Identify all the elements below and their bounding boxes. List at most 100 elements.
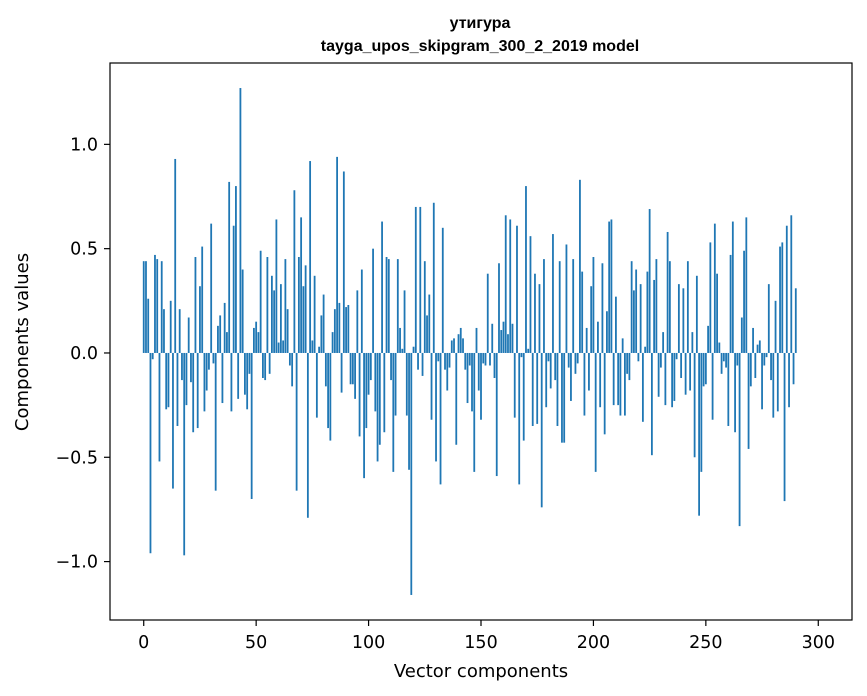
bar-261 xyxy=(729,254,732,353)
bar-180 xyxy=(547,352,550,362)
bar-103 xyxy=(374,352,377,412)
bar-131 xyxy=(437,352,440,362)
bar-201 xyxy=(594,352,597,472)
bar-255 xyxy=(716,273,718,353)
bar-68 xyxy=(295,352,298,491)
bar-218 xyxy=(633,290,635,353)
bar-198 xyxy=(588,352,590,391)
bar-41 xyxy=(235,186,237,353)
bar-273 xyxy=(756,344,759,353)
bar-234 xyxy=(668,261,671,353)
bar-269 xyxy=(747,352,750,449)
bar-98 xyxy=(363,352,365,479)
bar-114 xyxy=(399,327,401,353)
bar-43 xyxy=(239,88,242,353)
bar-249 xyxy=(702,352,705,387)
bar-268 xyxy=(745,217,748,353)
bar-9 xyxy=(163,309,165,353)
bar-165 xyxy=(513,352,516,418)
bar-182 xyxy=(552,234,554,353)
bar-252 xyxy=(709,242,712,353)
bar-262 xyxy=(731,221,734,353)
bar-285 xyxy=(783,352,786,502)
bar-88 xyxy=(340,352,343,393)
bar-205 xyxy=(603,352,606,435)
bar-77 xyxy=(315,352,318,418)
bar-91 xyxy=(347,304,350,353)
bar-82 xyxy=(327,352,329,429)
bar-254 xyxy=(713,223,716,353)
bar-110 xyxy=(390,352,392,381)
bar-256 xyxy=(718,342,721,353)
bar-219 xyxy=(635,269,638,353)
bar-211 xyxy=(617,352,620,406)
bar-159 xyxy=(500,330,503,353)
bar-215 xyxy=(626,352,629,374)
bar-200 xyxy=(592,257,595,353)
bar-71 xyxy=(302,286,305,353)
bar-92 xyxy=(349,352,352,385)
bar-152 xyxy=(484,352,487,366)
bar-108 xyxy=(385,257,388,353)
bar-52 xyxy=(259,250,262,353)
bar-21 xyxy=(190,352,192,383)
bar-69 xyxy=(297,257,300,353)
bar-59 xyxy=(275,219,278,353)
bar-130 xyxy=(435,352,437,462)
bar-85 xyxy=(333,309,336,353)
bar-288 xyxy=(790,215,793,353)
bar-90 xyxy=(345,307,347,353)
chart-title: утигура xyxy=(450,15,511,32)
bar-106 xyxy=(381,221,383,353)
bar-79 xyxy=(320,315,323,353)
bar-156 xyxy=(493,352,496,378)
bar-197 xyxy=(585,327,588,353)
bar-32 xyxy=(214,352,217,491)
bar-246 xyxy=(695,275,698,353)
bar-12 xyxy=(169,300,172,353)
bar-155 xyxy=(491,323,494,353)
bar-203 xyxy=(599,352,602,408)
bar-210 xyxy=(615,296,617,353)
bar-34 xyxy=(219,315,222,353)
bar-216 xyxy=(628,352,631,381)
bar-60 xyxy=(277,342,280,353)
bar-208 xyxy=(610,219,613,353)
x-tick-label: 0 xyxy=(138,633,149,653)
bar-76 xyxy=(313,275,316,353)
y-axis-label: Components values xyxy=(12,253,33,431)
bar-28 xyxy=(205,352,208,391)
plot-frame xyxy=(109,62,853,621)
bar-83 xyxy=(329,352,332,441)
bar-190 xyxy=(570,352,572,401)
x-tick-label: 50 xyxy=(245,633,267,653)
bar-284 xyxy=(781,242,784,353)
bar-30 xyxy=(210,223,213,353)
bar-233 xyxy=(666,231,669,353)
bar-241 xyxy=(684,352,687,395)
bar-202 xyxy=(597,321,599,353)
x-tick-label: 100 xyxy=(352,633,385,653)
bar-40 xyxy=(232,225,235,353)
bar-279 xyxy=(770,352,772,381)
bar-195 xyxy=(581,271,584,353)
bar-168 xyxy=(520,352,523,358)
bar-97 xyxy=(360,269,363,353)
bar-117 xyxy=(405,352,408,416)
bar-48 xyxy=(250,352,253,499)
bar-81 xyxy=(324,352,327,387)
bar-89 xyxy=(342,171,345,353)
bar-185 xyxy=(558,261,561,353)
bar-237 xyxy=(675,352,678,360)
bar-266 xyxy=(740,317,743,353)
bar-61 xyxy=(279,284,282,353)
bar-172 xyxy=(529,236,532,353)
bar-44 xyxy=(241,269,244,353)
bar-253 xyxy=(711,352,714,420)
bar-214 xyxy=(624,352,626,416)
bar-127 xyxy=(428,294,431,353)
bar-135 xyxy=(446,352,449,391)
bar-289 xyxy=(792,352,795,385)
bar-58 xyxy=(273,290,276,353)
bar-236 xyxy=(673,352,676,401)
